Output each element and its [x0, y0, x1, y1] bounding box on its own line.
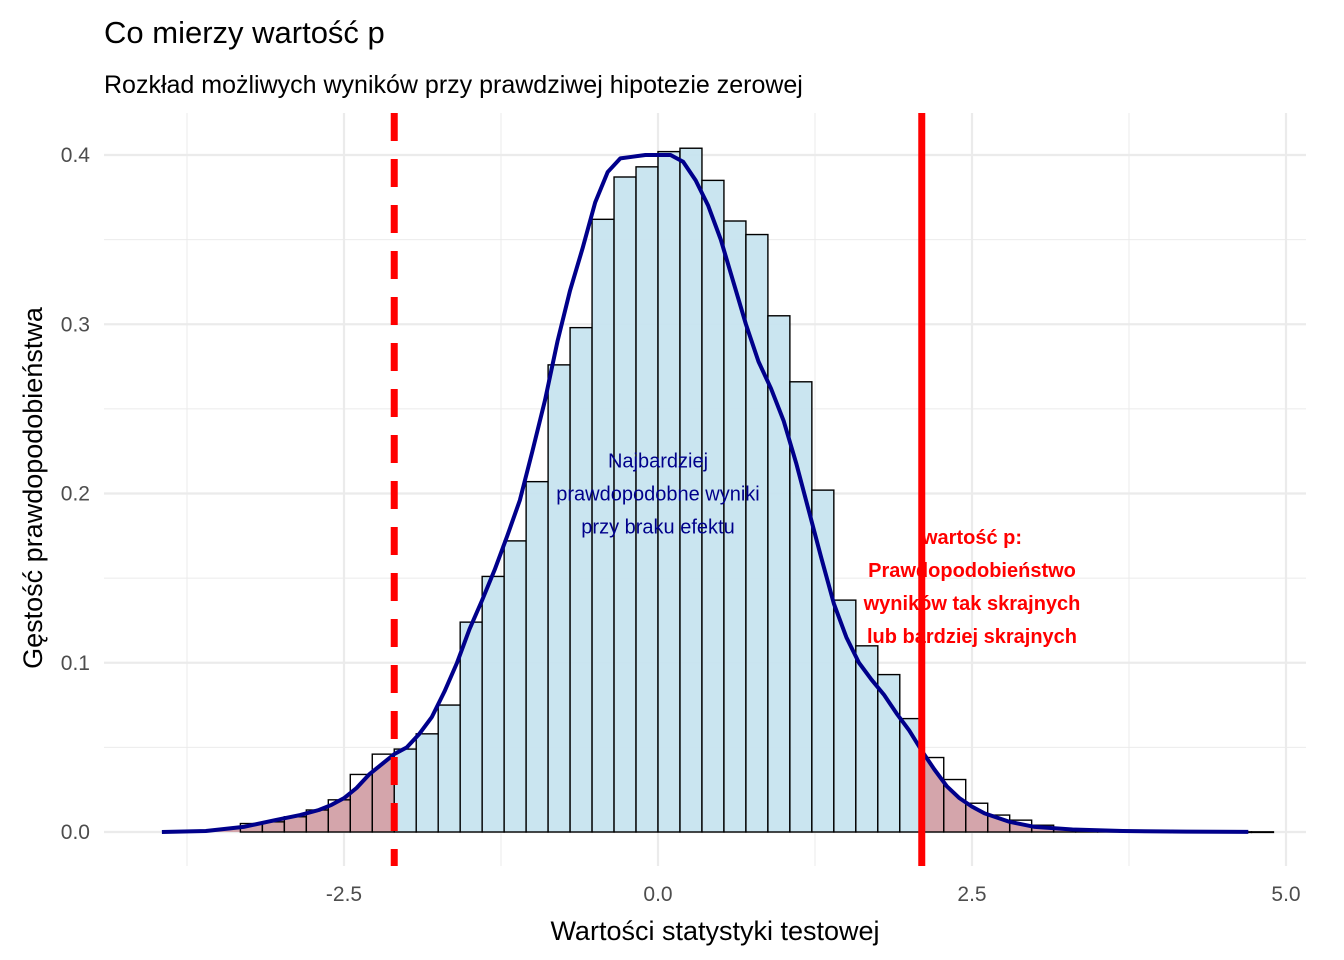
annotation-line: przy braku efektu — [581, 517, 734, 539]
tail-area-right — [921, 750, 1249, 832]
y-tick-label: 0.1 — [61, 652, 90, 675]
x-tick-label: 0.0 — [643, 883, 672, 906]
histogram-bar — [525, 480, 549, 833]
histogram-bar — [745, 233, 769, 833]
x-axis-ticks: -2.5 0.0 2.5 5.0 — [326, 883, 1301, 906]
histogram-bar — [415, 733, 439, 833]
annotations: Najbardziej prawdopodobne wyniki przy brak… — [556, 451, 1080, 649]
y-axis-label: Gęstość prawdopodobieństwa — [18, 306, 48, 669]
histogram-bar — [569, 326, 593, 833]
histogram-bar — [1250, 831, 1275, 834]
histogram-bar — [701, 179, 725, 833]
annotation-line: Prawdopodobieństwo — [868, 560, 1076, 582]
density-line — [161, 153, 1249, 834]
chart-title: Co mierzy wartość p — [104, 15, 385, 50]
histogram-bar — [503, 540, 527, 833]
x-tick-label: 2.5 — [957, 883, 986, 906]
y-tick-label: 0.0 — [61, 821, 90, 844]
y-tick-label: 0.3 — [61, 313, 90, 336]
histogram-bar — [547, 364, 571, 833]
tail-area-left-fill — [161, 754, 395, 832]
plot-area: Najbardziej prawdopodobne wyniki przy brak… — [104, 113, 1306, 866]
y-tick-label: 0.4 — [61, 144, 91, 167]
histogram-bar — [437, 704, 461, 833]
histogram-bar — [877, 673, 901, 833]
annotation-line: Najbardziej — [608, 451, 708, 473]
x-axis-label: Wartości statystyki testowej — [550, 916, 879, 946]
tail-area-right-fill — [921, 750, 1249, 832]
annotation-line: lub bardziej skrajnych — [867, 626, 1077, 648]
annotation-line: wartość p: — [921, 527, 1022, 549]
histogram-bars — [239, 147, 1275, 834]
tail-area-left — [161, 754, 395, 832]
histogram-bar — [481, 575, 505, 833]
y-axis-ticks: 0.0 0.1 0.2 0.3 0.4 — [61, 144, 91, 844]
annotation-line: wyników tak skrajnych — [863, 593, 1081, 615]
x-tick-label: -2.5 — [326, 883, 362, 906]
critical-lines — [390, 113, 926, 866]
y-tick-label: 0.2 — [61, 483, 90, 506]
annotation-line: prawdopodobne wyniki — [556, 484, 759, 506]
histogram-bar — [459, 621, 483, 833]
chart-subtitle: Rozkład możliwych wyników przy prawdziwe… — [104, 71, 803, 99]
density-curve — [161, 153, 1249, 834]
x-tick-label: 5.0 — [1271, 883, 1300, 906]
